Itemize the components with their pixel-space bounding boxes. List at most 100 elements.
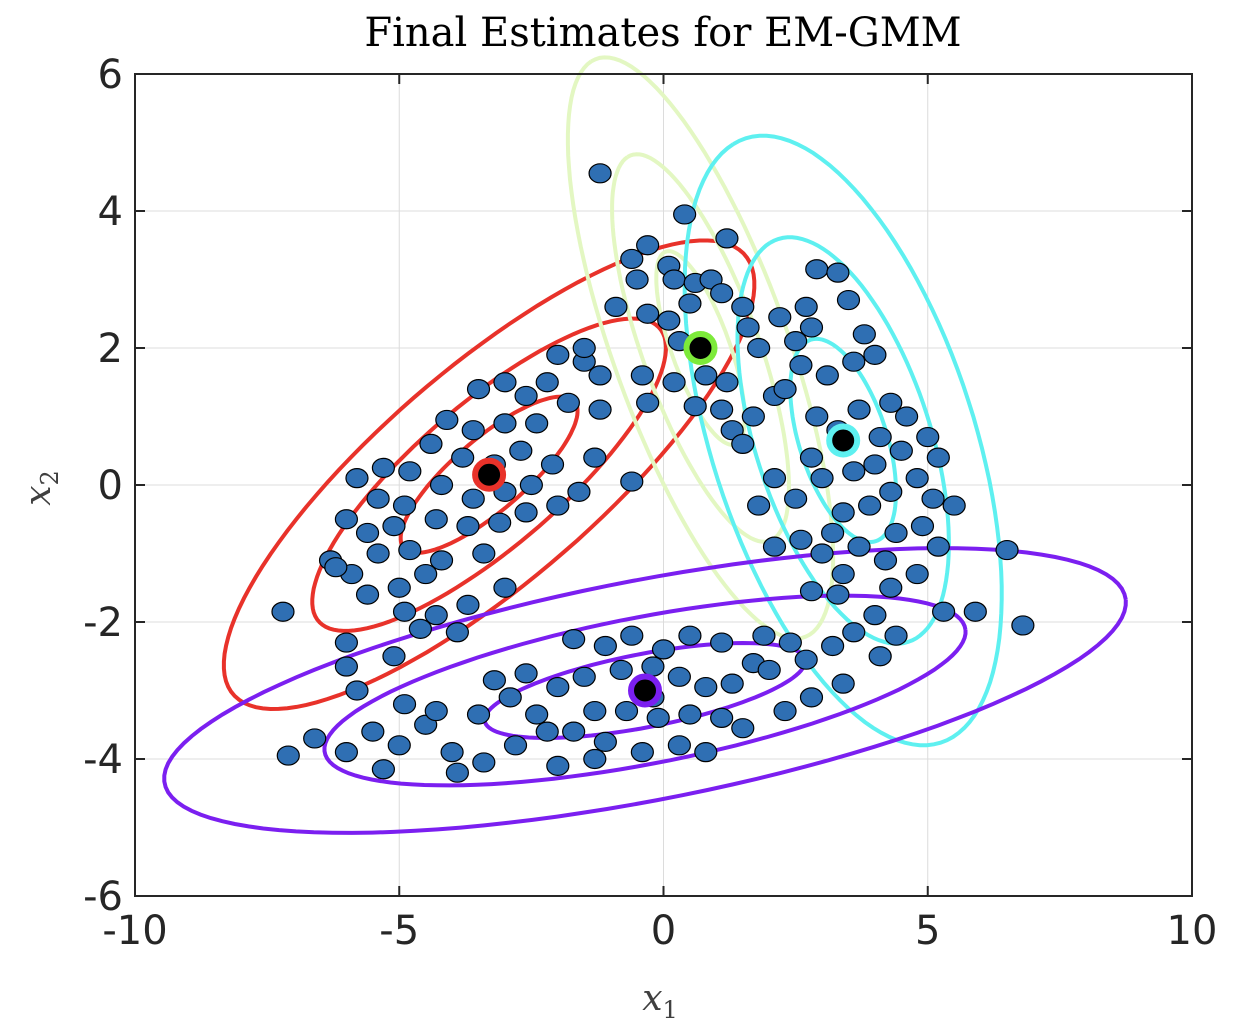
data-point	[884, 522, 908, 544]
data-point	[789, 355, 813, 376]
data-point	[588, 365, 612, 386]
data-point	[451, 447, 475, 468]
data-point	[831, 563, 855, 585]
data-point	[747, 337, 771, 359]
data-point	[271, 601, 295, 622]
data-point	[583, 748, 607, 770]
x-axis-label-sub: 1	[663, 996, 678, 1024]
data-point	[408, 618, 432, 639]
data-point	[773, 379, 797, 400]
data-point	[831, 673, 855, 694]
ticks: -10 -5 0 5 10 -6 -4 -2 0 2 4 6	[83, 52, 1217, 954]
ellipse-purple-3sigma	[162, 546, 1128, 835]
data-point	[667, 666, 691, 687]
y-tick-label: -6	[83, 874, 123, 920]
data-point	[440, 742, 464, 763]
mean-marker-green	[683, 331, 718, 365]
x-tick-label: 5	[915, 908, 940, 954]
data-point	[472, 752, 496, 773]
data-point	[445, 762, 469, 783]
data-point	[995, 539, 1019, 561]
data-point	[435, 409, 459, 431]
data-point	[519, 474, 543, 496]
data-point	[366, 543, 390, 564]
data-point	[926, 536, 950, 557]
data-point	[371, 759, 395, 780]
data-point	[805, 259, 829, 280]
data-point	[757, 659, 781, 681]
data-point	[868, 646, 892, 667]
data-point	[905, 468, 929, 489]
data-point	[879, 481, 903, 502]
data-point	[741, 406, 765, 427]
data-point	[921, 488, 945, 509]
data-point	[456, 594, 480, 615]
y-tick-label: 6	[98, 52, 123, 98]
data-points	[271, 163, 1035, 783]
data-point	[334, 509, 358, 530]
data-point	[429, 474, 454, 496]
data-point	[794, 649, 818, 670]
data-point	[556, 392, 580, 413]
data-point	[535, 372, 559, 393]
data-point	[889, 440, 913, 461]
data-point	[799, 447, 824, 468]
data-point	[694, 365, 718, 386]
data-point	[641, 656, 665, 677]
data-point	[514, 663, 538, 684]
data-point	[784, 488, 808, 509]
data-point	[334, 656, 358, 677]
mean-marker-purple	[628, 673, 663, 708]
mean-marker-cyan	[826, 423, 861, 458]
data-point	[324, 557, 348, 578]
data-point	[773, 700, 797, 722]
data-point	[651, 639, 676, 660]
chart-title: Final Estimates for EM-GMM	[364, 10, 961, 56]
data-point	[588, 163, 612, 184]
data-point	[731, 296, 755, 317]
data-point	[303, 728, 327, 749]
data-point	[884, 625, 908, 646]
data-point	[424, 509, 448, 530]
data-point	[382, 646, 406, 667]
data-point	[620, 625, 644, 646]
data-point	[546, 495, 570, 516]
data-point	[762, 468, 787, 489]
data-point	[609, 659, 633, 681]
data-point	[509, 440, 533, 461]
data-point	[810, 543, 834, 564]
data-point	[710, 632, 734, 653]
data-point	[794, 296, 818, 317]
y-axis-label-sub: 2	[36, 470, 64, 485]
data-point	[836, 289, 861, 311]
data-point	[905, 563, 929, 585]
x-tick-label: -5	[379, 908, 419, 954]
data-point	[392, 601, 417, 622]
data-point	[842, 351, 866, 372]
data-point	[503, 735, 528, 756]
data-point	[678, 704, 702, 725]
data-point	[868, 426, 892, 448]
data-point	[768, 307, 792, 328]
data-point	[667, 735, 691, 756]
data-point	[916, 426, 940, 448]
ellipse-cyan-2sigma	[735, 235, 951, 646]
data-point	[525, 704, 549, 725]
data-point	[371, 457, 395, 478]
data-point	[482, 670, 506, 691]
data-point	[620, 471, 644, 492]
data-point	[583, 447, 607, 468]
data-point	[847, 536, 871, 557]
data-point	[731, 433, 755, 454]
data-point	[799, 687, 824, 708]
data-point	[1011, 615, 1035, 636]
data-point	[562, 629, 586, 650]
data-point	[466, 379, 491, 400]
data-point	[562, 721, 586, 742]
ellipse-purple-2sigma	[322, 593, 968, 788]
data-point	[784, 331, 808, 352]
data-point	[514, 502, 538, 523]
data-point	[747, 495, 771, 516]
data-point	[805, 406, 829, 427]
data-point	[456, 515, 480, 537]
